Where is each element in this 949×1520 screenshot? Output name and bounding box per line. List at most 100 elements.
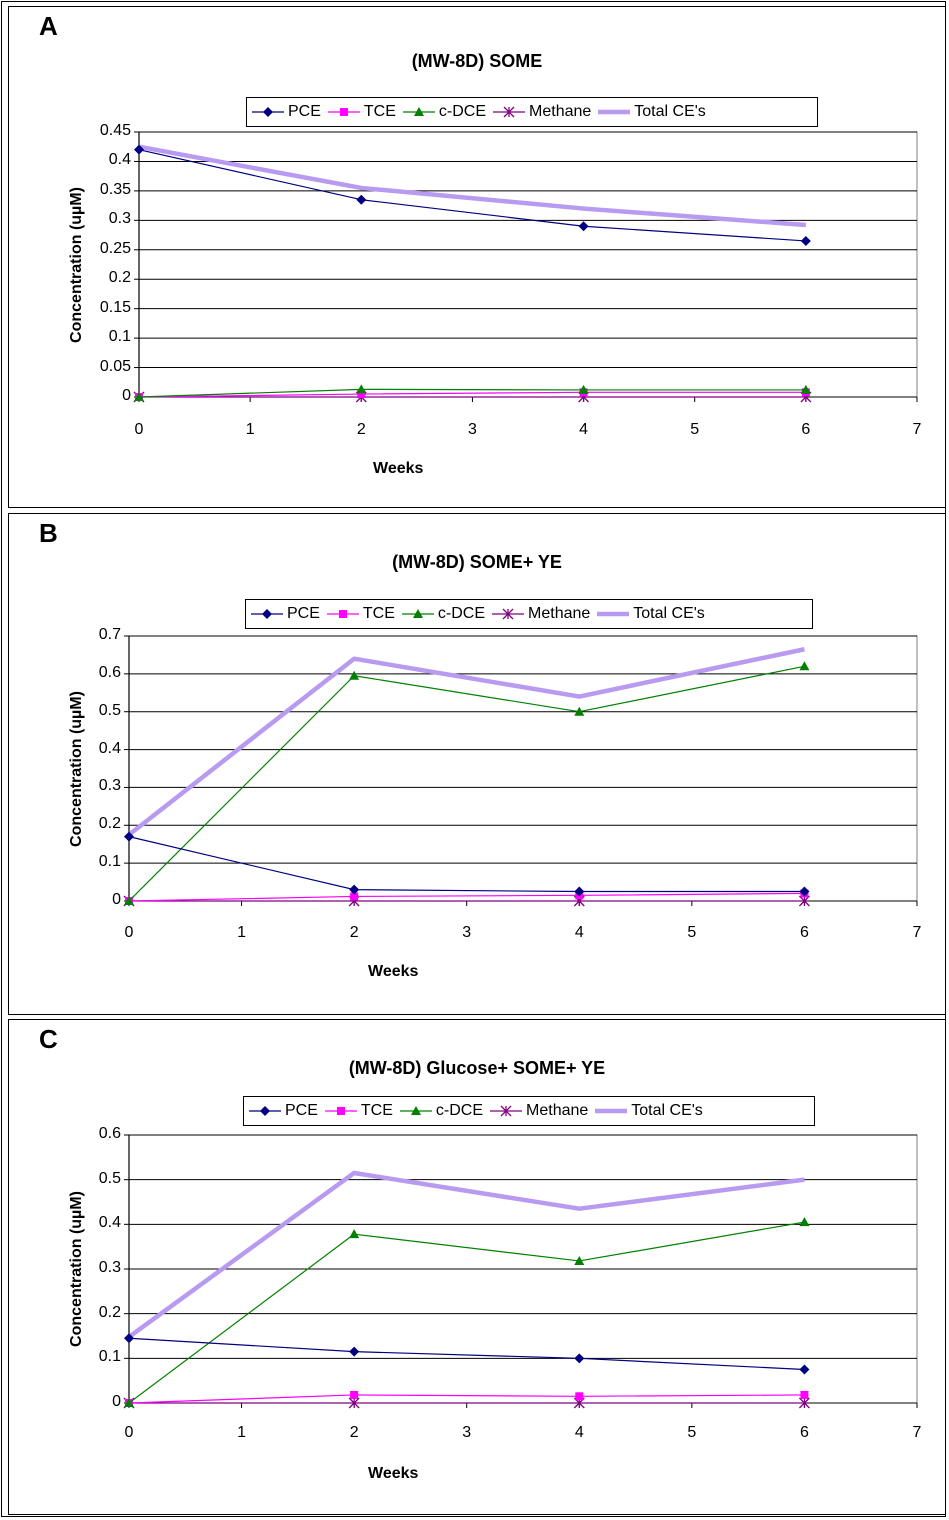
x-tick-label: 3 bbox=[462, 1424, 472, 1441]
y-tick-label: 0.6 bbox=[98, 663, 121, 681]
legend-label: c-DCE bbox=[438, 103, 487, 120]
chart-panel-b: B (MW-8D) SOME+ YE 0 0.1 0.2 0.3 0.4 0.5 0.6 0.… bbox=[8, 513, 946, 1015]
x-tick-label: 7 bbox=[912, 924, 922, 941]
legend-swatch bbox=[251, 609, 283, 619]
x-tick-label: 7 bbox=[912, 421, 922, 438]
legend-swatch bbox=[252, 107, 284, 117]
chart-panel-c: C (MW-8D) Glucose+ SOME+ YE 0 0.1 0.2 0.3 0.… bbox=[8, 1019, 946, 1515]
y-tick-label: 0.2 bbox=[98, 1303, 121, 1321]
legend-swatch bbox=[595, 1108, 628, 1114]
x-axis-label: Weeks bbox=[373, 460, 424, 477]
y-tick-label: 0.25 bbox=[99, 239, 131, 257]
series-line-total-ce-s bbox=[127, 1170, 805, 1339]
data-point-c-dce bbox=[349, 670, 360, 680]
data-point-tce bbox=[357, 390, 366, 399]
legend-item: Total CE's bbox=[594, 1102, 703, 1120]
x-tick-label: 2 bbox=[349, 1424, 359, 1441]
chart-panel-a: A (MW-8D) SOME 0 0.05 0.1 0.15 0.2 0.25 0.3 0.3… bbox=[8, 6, 946, 508]
legend-label: TCE bbox=[362, 605, 395, 622]
series-line-pce bbox=[138, 149, 806, 242]
legend-label: Total CE's bbox=[634, 103, 706, 120]
legend-label: Methane bbox=[528, 605, 591, 622]
series-line-c-dce bbox=[128, 1221, 805, 1404]
legend-swatch bbox=[326, 610, 359, 618]
y-tick-label: 0 bbox=[122, 387, 131, 404]
panel-letter: B bbox=[39, 518, 58, 548]
legend-item: PCE bbox=[248, 1102, 318, 1120]
series-line-tce bbox=[128, 892, 805, 902]
y-tick-label: 0.4 bbox=[98, 739, 121, 757]
legend-swatch bbox=[597, 611, 630, 617]
chart-svg bbox=[123, 1134, 918, 1409]
y-tick-label: 0.3 bbox=[98, 777, 121, 795]
legend-label: c-DCE bbox=[437, 605, 486, 622]
series-line-pce bbox=[128, 1337, 805, 1371]
legend-label: PCE bbox=[285, 1102, 318, 1119]
y-tick-label: 0.2 bbox=[98, 815, 121, 833]
chart-title: (MW-8D) SOME bbox=[411, 51, 543, 71]
x-tick-label: 2 bbox=[349, 924, 359, 941]
y-axis-label: Concentration (uµM) bbox=[67, 690, 85, 847]
legend-item: c-DCE bbox=[401, 605, 485, 623]
series-line-c-dce bbox=[138, 388, 806, 398]
y-tick-label: 0.4 bbox=[98, 1214, 121, 1232]
legend-swatch bbox=[399, 1106, 432, 1115]
legend-label: Methane bbox=[526, 1102, 589, 1119]
y-tick-label: 0.7 bbox=[98, 626, 121, 643]
y-tick-label: 0.35 bbox=[99, 180, 131, 198]
x-tick-label: 4 bbox=[574, 1424, 584, 1441]
legend-label: Methane bbox=[529, 103, 592, 120]
legend-item: TCE bbox=[327, 103, 396, 121]
legend-swatch bbox=[249, 1106, 281, 1116]
legend-swatch bbox=[401, 609, 434, 618]
plot-area bbox=[128, 635, 918, 902]
y-tick-label: 0 bbox=[112, 1393, 121, 1410]
data-point-tce bbox=[350, 892, 359, 901]
data-point-tce bbox=[800, 1390, 809, 1399]
x-tick-label: 0 bbox=[134, 421, 144, 438]
y-tick-label: 0.3 bbox=[98, 1259, 121, 1276]
data-point-methane bbox=[348, 1397, 360, 1409]
legend-label: PCE bbox=[287, 605, 320, 622]
data-point-methane bbox=[798, 1397, 810, 1409]
legend-label: TCE bbox=[360, 1102, 393, 1119]
panel-letter: C bbox=[39, 1024, 58, 1054]
data-point-c-dce bbox=[578, 384, 589, 394]
legend-swatch bbox=[492, 608, 525, 620]
y-axis-label: Concentration (uµM) bbox=[67, 1191, 85, 1347]
y-tick-label: 0 bbox=[112, 891, 121, 908]
data-point-c-dce bbox=[574, 706, 585, 716]
legend-item: Methane bbox=[491, 605, 590, 623]
data-point-c-dce bbox=[799, 661, 810, 671]
data-point-c-dce bbox=[134, 392, 144, 401]
data-point-pce bbox=[799, 886, 810, 897]
x-tick-label: 6 bbox=[801, 421, 811, 438]
y-tick-label: 0.4 bbox=[108, 151, 131, 169]
y-tick-label: 0.15 bbox=[99, 298, 131, 316]
y-tick-label: 0.45 bbox=[99, 122, 131, 139]
legend-item: PCE bbox=[251, 103, 321, 121]
y-tick-label: 0.6 bbox=[98, 1125, 121, 1142]
series-line-tce bbox=[128, 1394, 805, 1404]
data-point-tce bbox=[575, 1392, 584, 1401]
data-point-methane bbox=[798, 895, 810, 907]
y-tick-label: 0.2 bbox=[108, 269, 131, 287]
legend-swatch bbox=[490, 1105, 523, 1117]
legend-label: PCE bbox=[288, 103, 321, 120]
x-tick-label: 5 bbox=[687, 924, 697, 941]
data-point-c-dce bbox=[349, 1229, 360, 1239]
y-tick-label: 0.05 bbox=[99, 357, 131, 375]
x-tick-label: 1 bbox=[237, 924, 247, 941]
series-line-tce bbox=[138, 391, 806, 398]
legend: PCE TCE c-DCE Methane Total CE's bbox=[243, 1096, 815, 1126]
legend-item: TCE bbox=[326, 605, 395, 623]
x-tick-label: 5 bbox=[690, 421, 700, 438]
legend-item: Total CE's bbox=[596, 605, 705, 623]
legend: PCE TCE c-DCE Methane Total CE's bbox=[246, 97, 818, 127]
series-line-pce bbox=[128, 836, 805, 893]
legend-label: c-DCE bbox=[435, 1102, 484, 1119]
legend-item: c-DCE bbox=[402, 103, 486, 121]
x-tick-label: 0 bbox=[124, 924, 134, 941]
data-point-pce bbox=[799, 1364, 810, 1375]
data-point-c-dce bbox=[356, 384, 367, 394]
